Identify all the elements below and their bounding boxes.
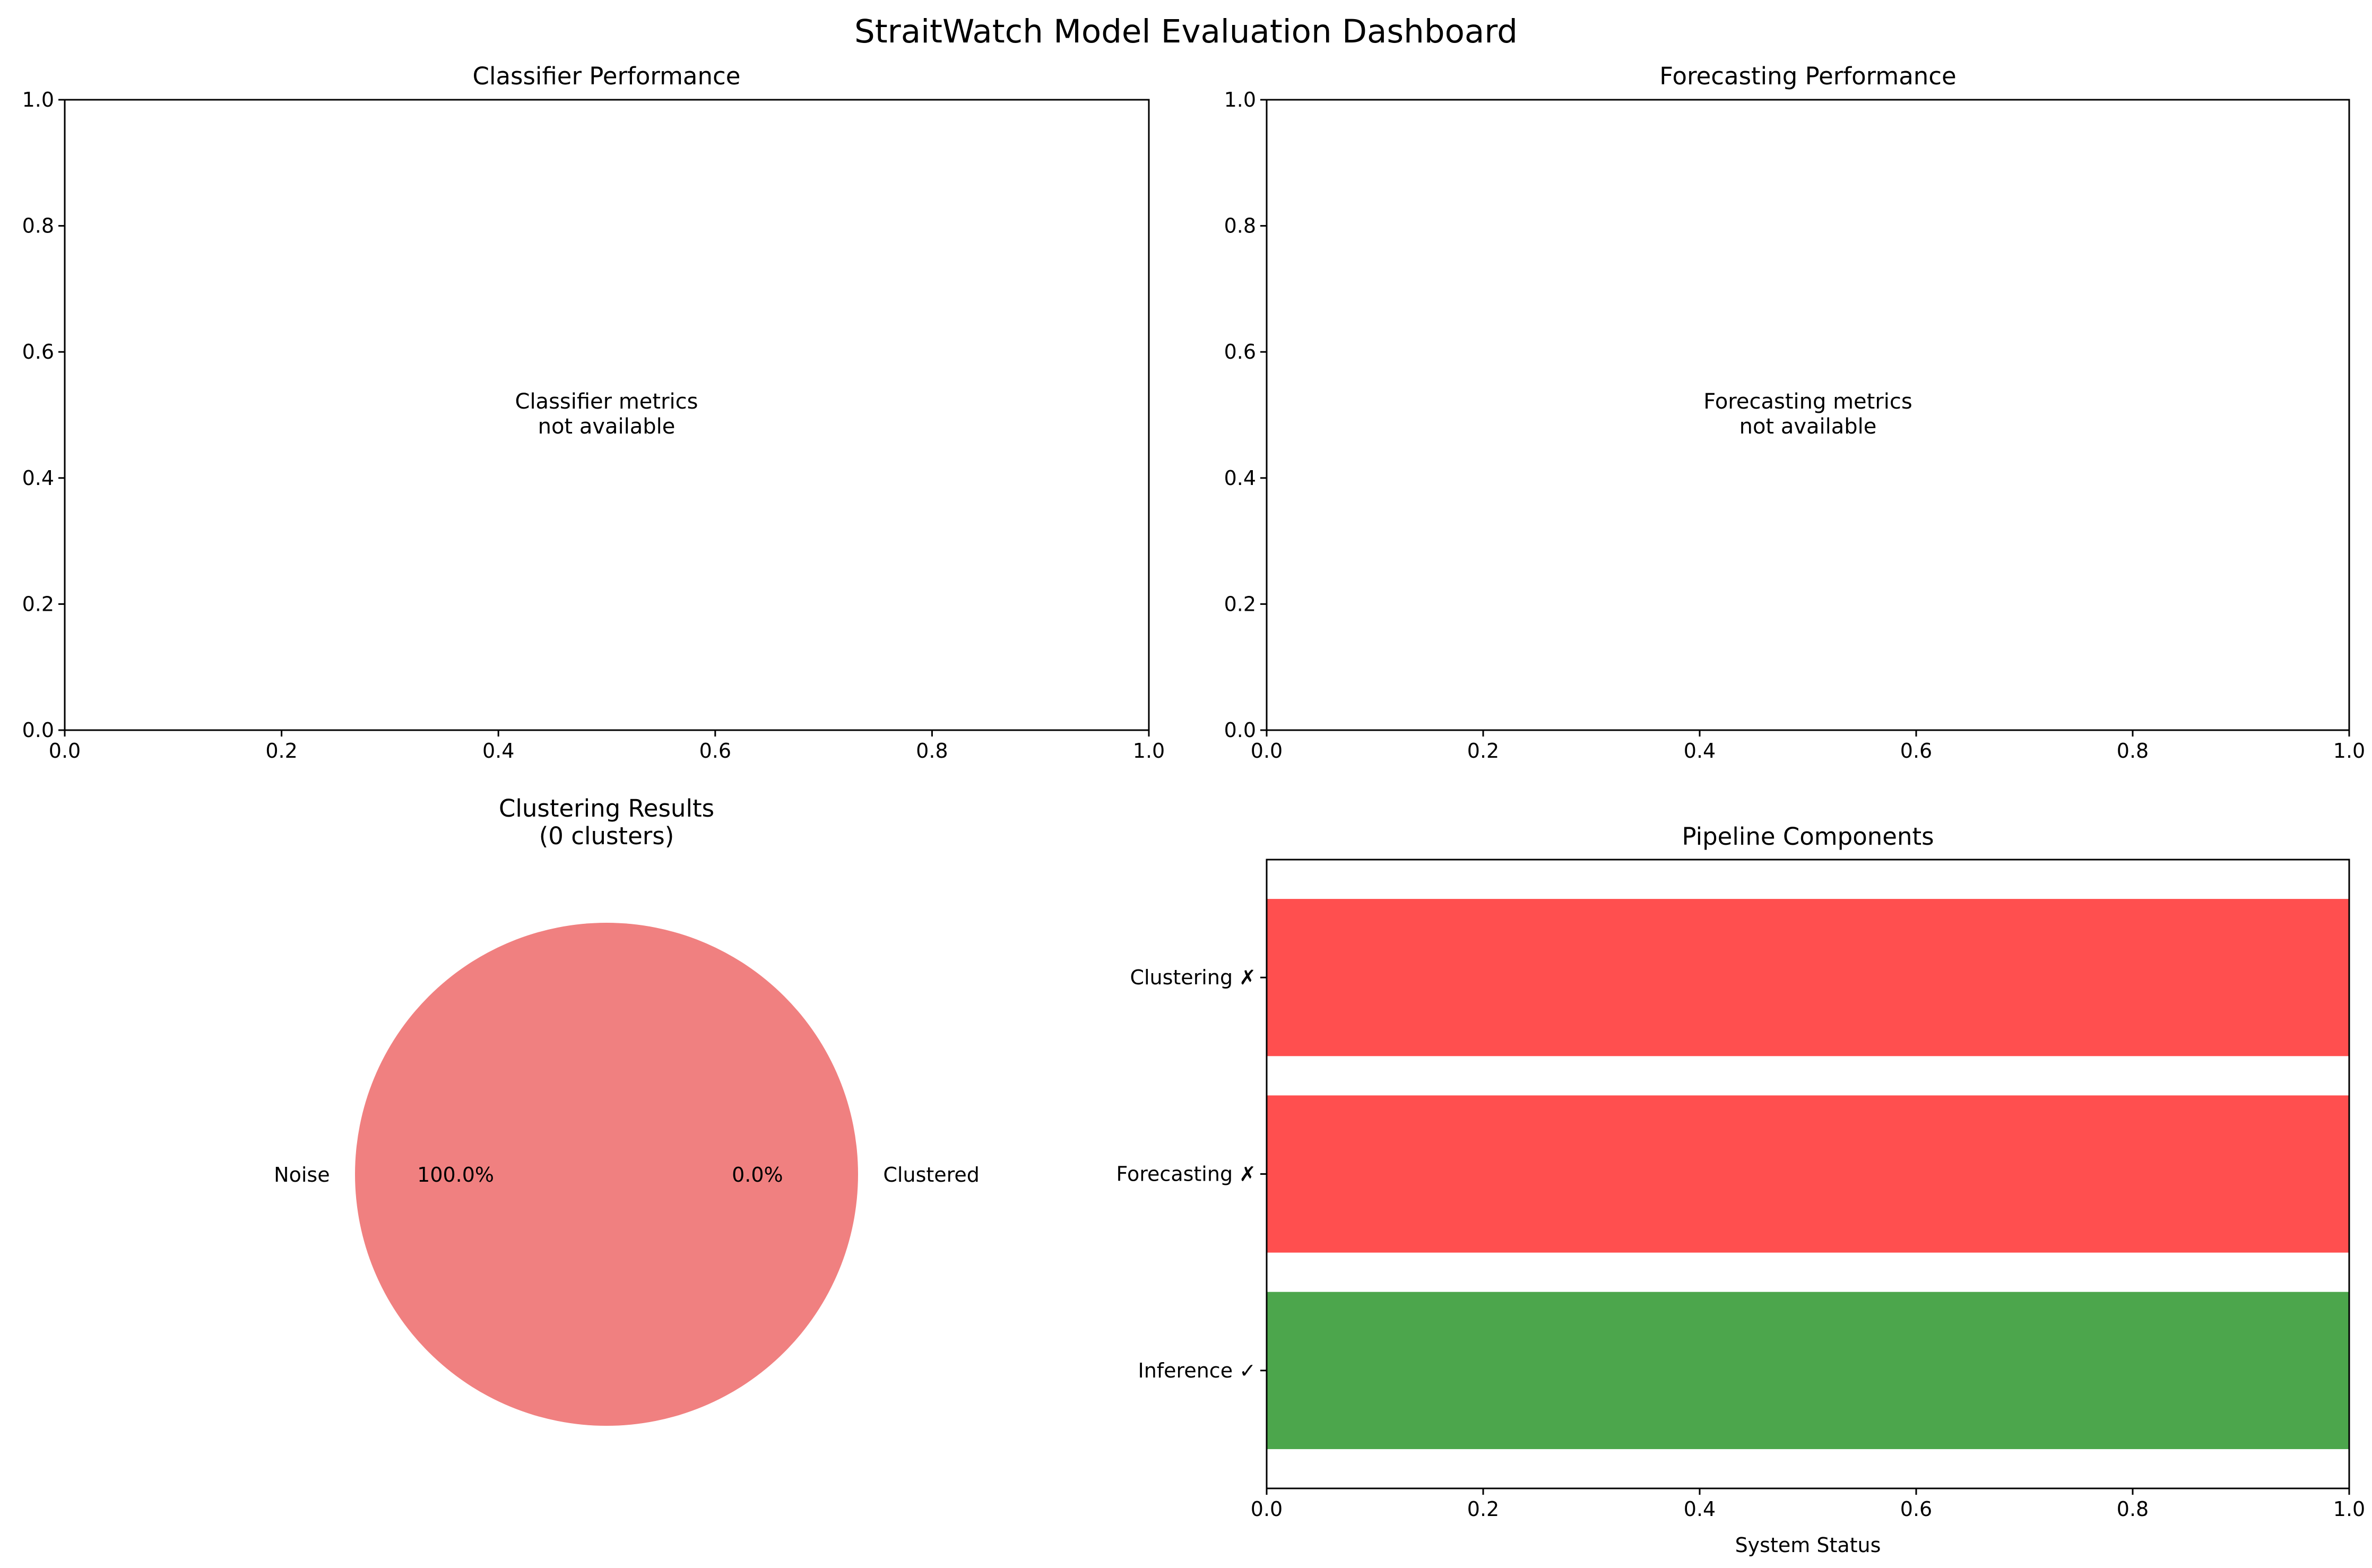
pipeline-bars bbox=[1267, 899, 2349, 1449]
classifier-xtick-label: 0.4 bbox=[482, 739, 514, 763]
forecasting-ytick-label: 0.0 bbox=[1224, 718, 1256, 742]
classifier-ticks: 0.0 0.2 0.4 0.6 0.8 1.0 0.0 0.2 0.4 0.6 0.8 1.0 bbox=[22, 88, 1165, 763]
forecasting-xtick-label: 0.4 bbox=[1684, 739, 1716, 763]
pipeline-xtick-label: 0.0 bbox=[1251, 1497, 1283, 1521]
clustering-title-line2: (0 clusters) bbox=[539, 822, 674, 850]
pie-pct-noise: 100.0% bbox=[417, 1163, 494, 1186]
forecasting-xtick-label: 0.0 bbox=[1251, 739, 1283, 763]
classifier-xtick-label: 0.8 bbox=[916, 739, 948, 763]
classifier-ytick-label: 0.2 bbox=[22, 592, 54, 616]
forecasting-ytick-label: 0.2 bbox=[1224, 592, 1256, 616]
pie-label-clustered: Clustered bbox=[883, 1163, 980, 1186]
classifier-axes-frame bbox=[64, 99, 1150, 731]
forecasting-xtick-label: 1.0 bbox=[2333, 739, 2365, 763]
classifier-xtick-label: 1.0 bbox=[1133, 739, 1165, 763]
classifier-ytick-label: 0.4 bbox=[22, 466, 54, 490]
classifier-ytick-label: 1.0 bbox=[22, 88, 54, 111]
classifier-note-line1: Classifier metrics bbox=[515, 389, 698, 414]
pipeline-bar-0 bbox=[1267, 1292, 2349, 1449]
forecasting-panel: Forecasting Performance Forecasting metr… bbox=[1224, 62, 2366, 763]
pipeline-bar-2 bbox=[1267, 899, 2349, 1056]
figure-title: StraitWatch Model Evaluation Dashboard bbox=[854, 13, 1518, 50]
pie-pct-clustered: 0.0% bbox=[732, 1163, 783, 1186]
pipeline-ticks: Inference ✓ Forecasting ✗ Clustering ✗ 0.0 0… bbox=[1116, 966, 2366, 1521]
classifier-ytick-label: 0.8 bbox=[22, 214, 54, 238]
classifier-ytick-label: 0.0 bbox=[22, 718, 54, 742]
pie-label-noise: Noise bbox=[274, 1163, 330, 1186]
forecasting-ticks: 0.0 0.2 0.4 0.6 0.8 1.0 0.0 0.2 0.4 0.6 0.8 1.0 bbox=[1224, 88, 2366, 763]
pipeline-xtick-label: 0.4 bbox=[1684, 1497, 1716, 1521]
pipeline-category-label: Inference ✓ bbox=[1138, 1359, 1257, 1382]
pipeline-category-label: Clustering ✗ bbox=[1130, 966, 1256, 989]
forecasting-title: Forecasting Performance bbox=[1659, 62, 1956, 90]
forecasting-xtick-label: 0.6 bbox=[1900, 739, 1932, 763]
classifier-panel: Classifier Performance Classifier metric… bbox=[22, 62, 1165, 763]
forecasting-note-line1: Forecasting metrics bbox=[1703, 389, 1912, 414]
classifier-note-line2: not available bbox=[538, 414, 676, 439]
classifier-xtick-label: 0.6 bbox=[699, 739, 731, 763]
classifier-xtick-label: 0.2 bbox=[265, 739, 297, 763]
clustering-title-line1: Clustering Results bbox=[499, 794, 714, 822]
clustering-pie: Noise 100.0% Clustered 0.0% bbox=[274, 923, 980, 1426]
pipeline-xtick-label: 0.2 bbox=[1467, 1497, 1499, 1521]
pipeline-panel: Pipeline Components Inference ✓ Forecasti… bbox=[1116, 822, 2366, 1557]
classifier-ytick-label: 0.6 bbox=[22, 340, 54, 363]
pipeline-xlabel: System Status bbox=[1735, 1534, 1881, 1557]
forecasting-ytick-label: 0.6 bbox=[1224, 340, 1256, 363]
pipeline-category-label: Forecasting ✗ bbox=[1116, 1163, 1256, 1186]
pipeline-bar-1 bbox=[1267, 1095, 2349, 1253]
forecasting-axes-frame bbox=[1266, 99, 2350, 731]
forecasting-ytick-label: 0.8 bbox=[1224, 214, 1256, 238]
pipeline-xtick-label: 1.0 bbox=[2333, 1497, 2365, 1521]
pipeline-xtick-label: 0.6 bbox=[1900, 1497, 1932, 1521]
pipeline-title: Pipeline Components bbox=[1682, 822, 1934, 851]
forecasting-ytick-label: 0.4 bbox=[1224, 466, 1256, 490]
pipeline-xtick-label: 0.8 bbox=[2117, 1497, 2149, 1521]
clustering-panel: Clustering Results (0 clusters) Noise 100… bbox=[274, 794, 980, 1426]
forecasting-ytick-label: 1.0 bbox=[1224, 88, 1256, 111]
classifier-xtick-label: 0.0 bbox=[49, 739, 81, 763]
forecasting-note-line2: not available bbox=[1739, 414, 1877, 439]
pie-slice-noise bbox=[355, 923, 858, 1426]
forecasting-xtick-label: 0.8 bbox=[2117, 739, 2149, 763]
classifier-title: Classifier Performance bbox=[473, 62, 741, 90]
forecasting-xtick-label: 0.2 bbox=[1467, 739, 1499, 763]
